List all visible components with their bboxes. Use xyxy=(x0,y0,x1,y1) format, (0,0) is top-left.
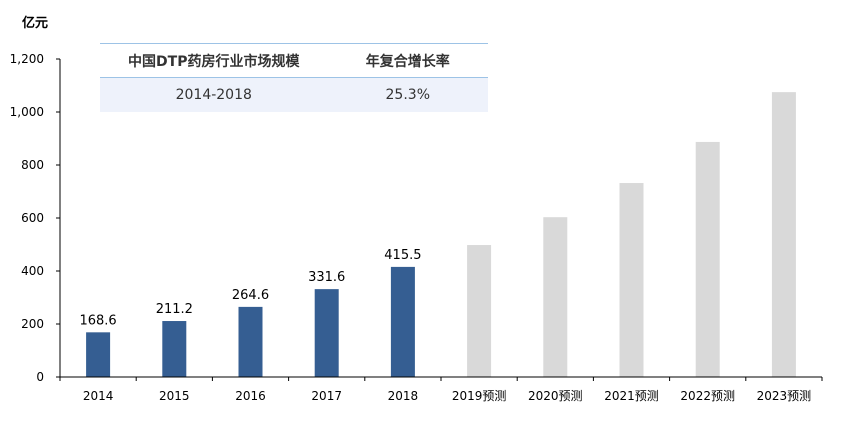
y-tick-label: 1,000 xyxy=(10,105,44,119)
table-header-market-size: 中国DTP药房行业市场规模 xyxy=(100,43,328,78)
data-label: 415.5 xyxy=(384,248,421,263)
data-label: 331.6 xyxy=(308,270,345,285)
cagr-summary-table: 中国DTP药房行业市场规模 年复合增长率 2014-2018 25.3% xyxy=(100,43,488,112)
forecast-bar xyxy=(543,217,568,377)
y-tick-label: 1,200 xyxy=(10,52,44,66)
x-tick-label: 2022预测 xyxy=(680,389,735,403)
data-bar xyxy=(162,321,187,377)
y-tick-label: 400 xyxy=(21,264,44,278)
forecast-bar xyxy=(619,183,644,377)
x-tick-label: 2021预测 xyxy=(604,389,659,403)
x-tick-label: 2019预测 xyxy=(452,389,507,403)
forecast-bar xyxy=(771,92,796,377)
data-bar xyxy=(390,266,415,377)
table-header-row: 中国DTP药房行业市场规模 年复合增长率 xyxy=(100,43,488,78)
y-tick-label: 800 xyxy=(21,158,44,172)
table-cell-period: 2014-2018 xyxy=(100,77,328,112)
y-tick-label: 200 xyxy=(21,317,44,331)
data-label: 168.6 xyxy=(79,313,116,328)
data-bar xyxy=(238,306,263,377)
x-tick-label: 2020预测 xyxy=(528,389,583,403)
data-bar xyxy=(314,289,339,377)
table-cell-cagr-value: 25.3% xyxy=(327,77,488,112)
x-tick-label: 2015 xyxy=(159,389,190,403)
x-tick-label: 2018 xyxy=(388,389,419,403)
y-axis-unit-label: 亿元 xyxy=(22,16,49,31)
forecast-bar xyxy=(695,141,720,377)
y-tick-label: 600 xyxy=(21,211,44,225)
forecast-bar xyxy=(467,245,492,377)
x-tick-label: 2023预测 xyxy=(757,389,812,403)
x-tick-label: 2016 xyxy=(235,389,266,403)
data-bar xyxy=(86,332,111,377)
table-header-cagr: 年复合增长率 xyxy=(327,43,488,78)
x-tick-label: 2014 xyxy=(83,389,114,403)
data-label: 211.2 xyxy=(156,302,193,317)
x-tick-label: 2017 xyxy=(311,389,342,403)
y-tick-label: 0 xyxy=(36,370,44,384)
data-label: 264.6 xyxy=(232,288,269,303)
table-row: 2014-2018 25.3% xyxy=(100,77,488,112)
